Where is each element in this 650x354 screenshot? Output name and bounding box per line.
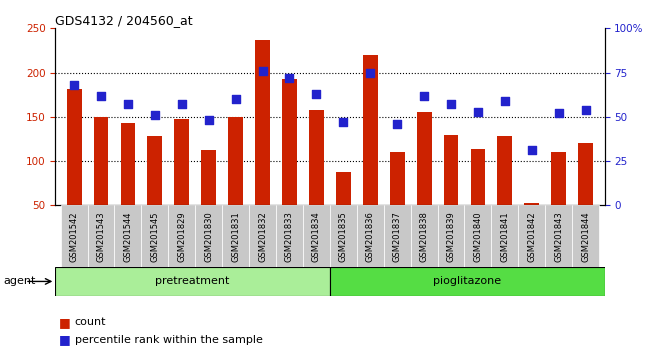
Text: ■: ■ — [58, 333, 70, 346]
Text: ■: ■ — [58, 316, 70, 329]
Bar — [168, 205, 195, 267]
Text: percentile rank within the sample: percentile rank within the sample — [75, 335, 263, 345]
Text: GSM201838: GSM201838 — [420, 211, 428, 262]
Point — [69, 82, 79, 88]
Text: GSM201834: GSM201834 — [312, 211, 321, 262]
Point — [203, 118, 214, 123]
Point — [96, 93, 106, 98]
Bar — [545, 205, 572, 267]
Bar — [497, 136, 512, 205]
Bar — [465, 205, 491, 267]
Point — [580, 107, 591, 113]
Bar — [390, 152, 404, 205]
Text: agent: agent — [3, 276, 36, 286]
Bar — [303, 205, 330, 267]
Bar — [525, 202, 540, 205]
Bar — [491, 205, 518, 267]
Point — [392, 121, 402, 127]
Point — [338, 119, 348, 125]
Point — [284, 75, 294, 81]
Point — [419, 93, 429, 98]
Text: GSM201830: GSM201830 — [204, 211, 213, 262]
Text: count: count — [75, 317, 106, 327]
Bar — [518, 205, 545, 267]
Bar — [255, 40, 270, 205]
Text: GSM201832: GSM201832 — [258, 211, 267, 262]
Bar — [282, 79, 297, 205]
Bar — [174, 120, 189, 205]
Bar — [202, 149, 216, 205]
Bar — [120, 123, 135, 205]
Point — [231, 96, 241, 102]
Text: GSM201545: GSM201545 — [150, 211, 159, 262]
Text: GSM201829: GSM201829 — [177, 211, 187, 262]
Text: GSM201843: GSM201843 — [554, 211, 564, 262]
Point — [123, 102, 133, 107]
Bar — [60, 205, 88, 267]
Text: GSM201839: GSM201839 — [447, 211, 456, 262]
Text: GSM201543: GSM201543 — [96, 211, 105, 262]
Text: GSM201837: GSM201837 — [393, 211, 402, 262]
Bar — [195, 205, 222, 267]
Text: GSM201835: GSM201835 — [339, 211, 348, 262]
Text: GSM201831: GSM201831 — [231, 211, 240, 262]
Text: GSM201544: GSM201544 — [124, 211, 133, 262]
Bar — [357, 205, 384, 267]
Bar — [94, 117, 109, 205]
Text: GSM201840: GSM201840 — [473, 211, 482, 262]
Text: GSM201833: GSM201833 — [285, 211, 294, 262]
Bar — [330, 267, 604, 296]
Text: GSM201542: GSM201542 — [70, 211, 79, 262]
Bar — [437, 205, 465, 267]
Bar — [444, 135, 458, 205]
Text: pioglitazone: pioglitazone — [433, 276, 501, 286]
Bar — [417, 113, 432, 205]
Bar — [411, 205, 437, 267]
Bar — [276, 205, 303, 267]
Bar — [148, 136, 162, 205]
Text: GSM201842: GSM201842 — [527, 211, 536, 262]
Bar — [330, 205, 357, 267]
Text: GDS4132 / 204560_at: GDS4132 / 204560_at — [55, 14, 193, 27]
Bar — [551, 152, 566, 205]
Bar — [249, 205, 276, 267]
Bar — [309, 110, 324, 205]
Point — [365, 70, 376, 75]
Text: GSM201844: GSM201844 — [581, 211, 590, 262]
Bar — [336, 172, 351, 205]
Point — [150, 112, 160, 118]
Point — [311, 91, 322, 97]
Text: pretreatment: pretreatment — [155, 276, 229, 286]
Bar — [55, 267, 330, 296]
Bar — [384, 205, 411, 267]
Point — [473, 109, 483, 114]
Point — [554, 110, 564, 116]
Bar — [222, 205, 249, 267]
Bar — [114, 205, 142, 267]
Bar — [578, 143, 593, 205]
Point — [446, 102, 456, 107]
Bar — [228, 117, 243, 205]
Text: GSM201836: GSM201836 — [366, 211, 375, 262]
Point — [177, 102, 187, 107]
Bar — [471, 149, 486, 205]
Bar — [67, 88, 81, 205]
Bar — [142, 205, 168, 267]
Bar — [572, 205, 599, 267]
Point — [500, 98, 510, 104]
Point — [526, 148, 537, 153]
Bar — [363, 55, 378, 205]
Bar — [88, 205, 114, 267]
Text: GSM201841: GSM201841 — [500, 211, 510, 262]
Point — [257, 68, 268, 74]
